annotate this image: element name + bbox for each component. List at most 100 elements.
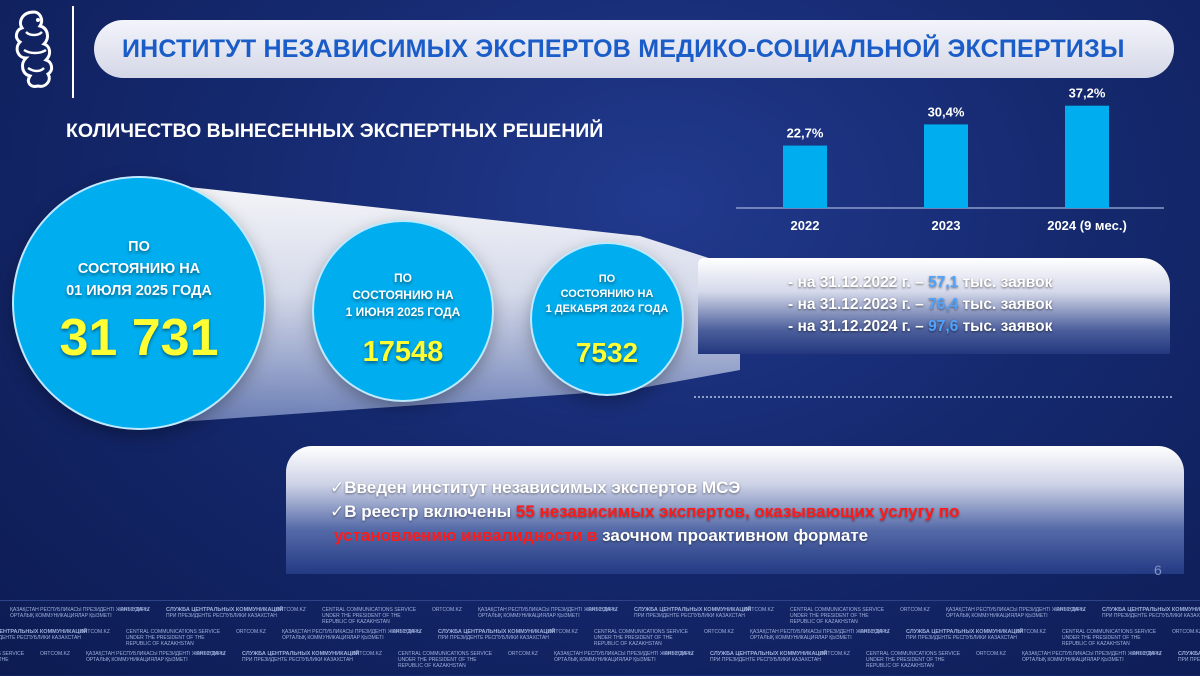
checklist-highlight: установлению инвалидности в (334, 526, 598, 545)
circle-value: 31 731 (59, 309, 219, 367)
circle-label: ПО СОСТОЯНИЮ НА 1 ДЕКАБРЯ 2024 ГОДА (534, 272, 680, 317)
footer-watermark-text: ORTCOM.KZ (588, 607, 618, 613)
footer-watermark-text: ORTCOM.KZ (276, 607, 306, 613)
footer-watermark-text: ORTCOM.KZ (80, 629, 110, 635)
emblem-logo (14, 10, 54, 88)
footer-watermark-text: ORTCOM.KZ (1132, 651, 1162, 657)
circle-label-line: СОСТОЯНИЮ НА (77, 261, 201, 277)
circle-label-line: 1 ИЮНЯ 2025 ГОДА (345, 305, 461, 319)
bar-data-label: 37,2% (1069, 86, 1106, 101)
key-points-box (286, 446, 1184, 574)
bar-2024 (9 мес.) (1065, 105, 1109, 208)
stats-suffix: тыс. заявок (958, 318, 1053, 335)
footer-watermark-text: ORTCOM.KZ (704, 629, 734, 635)
stats-value: 76,4 (928, 296, 959, 313)
footer-watermark-text: ORTCOM.KZ (196, 651, 226, 657)
circle-label-line: СОСТОЯНИЮ НА (560, 288, 654, 300)
stats-prefix: - на 31.12.2024 г. – (788, 318, 929, 335)
footer-watermark-text: ҚАЗАҚСТАН РЕСПУБЛИКАСЫ ПРЕЗИДЕНТІ ЖАНЫНД… (554, 651, 694, 663)
circle-value: 7532 (575, 337, 639, 368)
footer-watermark-text: ORTCOM.KZ (664, 651, 694, 657)
footer-watermark-text: ORTCOM.KZ (508, 651, 538, 657)
bar-chart: 22,7% 2022 30,4% 2023 37,2% 2024 (9 мес.) (736, 86, 1164, 233)
footer-watermark-text: ORTCOM.KZ (900, 607, 930, 613)
footer-watermark-text: ҚАЗАҚСТАН РЕСПУБЛИКАСЫ ПРЕЗИДЕНТІ ЖАНЫНД… (282, 629, 422, 641)
circle-june-2025: ПО СОСТОЯНИЮ НА 1 ИЮНЯ 2025 ГОДА 17548 (314, 222, 492, 400)
circle-label-line: ПО (394, 271, 412, 285)
checklist-highlight: независимых экспертов, оказывающих услуг… (534, 502, 960, 521)
bar-data-label: 22,7% (787, 126, 824, 141)
stats-prefix: - на 31.12.2023 г. – (788, 296, 929, 313)
title-bar: ИНСТИТУТ НЕЗАВИСИМЫХ ЭКСПЕРТОВ МЕДИКО-СО… (94, 20, 1174, 78)
stats-value: 97,6 (928, 318, 959, 335)
applications-stats-box (698, 258, 1170, 354)
bar-2022 (783, 145, 827, 208)
checklist-item: ✓В реестр включены 55 независимых экспер… (330, 502, 960, 522)
circle-december-2024: ПО СОСТОЯНИЮ НА 1 ДЕКАБРЯ 2024 ГОДА 7532 (532, 244, 682, 394)
footer-watermark-text: ҚАЗАҚСТАН РЕСПУБЛИКАСЫ ПРЕЗИДЕНТІ ЖАНЫНД… (750, 629, 890, 641)
footer-watermark-text: ORTCOM.KZ (236, 629, 266, 635)
circle-label-line: СОСТОЯНИЮ НА (352, 288, 454, 302)
circle-label-line: ПО (598, 273, 616, 285)
checklist-item: ✓Введен институт независимых экспертов М… (330, 478, 740, 498)
checklist-text: заочном проактивном формате (597, 526, 869, 545)
footer-watermark-text: ORTCOM.KZ (432, 607, 462, 613)
stats-prefix: - на 31.12.2022 г. – (788, 274, 929, 291)
footer-watermark-text: ORTCOM.KZ (1016, 629, 1046, 635)
footer-watermark-text: ORTCOM.KZ (1172, 629, 1200, 635)
footer-watermark-text: ҚАЗАҚСТАН РЕСПУБЛИКАСЫ ПРЕЗИДЕНТІ ЖАНЫНД… (1022, 651, 1162, 663)
checklist-text: Введен институт независимых экспертов МС… (344, 478, 741, 497)
check-icon: ✓ (330, 502, 345, 521)
footer-watermark-text: ҚАЗАҚСТАН РЕСПУБЛИКАСЫ ПРЕЗИДЕНТІ ЖАНЫНД… (10, 607, 150, 619)
stats-line: - на 31.12.2023 г. – 76,4 тыс. заявок (788, 296, 1052, 314)
bar-2023 (924, 124, 968, 208)
circle-label: ПО СОСТОЯНИЮ НА 1 ИЮНЯ 2025 ГОДА (320, 270, 486, 321)
circle-label-line: 01 ИЮЛЯ 2025 ГОДА (66, 283, 212, 299)
section-subtitle: КОЛИЧЕСТВО ВЫНЕСЕННЫХ ЭКСПЕРТНЫХ РЕШЕНИЙ (66, 120, 604, 142)
footer-watermark-text: ORTCOM.KZ (744, 607, 774, 613)
footer-watermark-text: ORTCOM.KZ (352, 651, 382, 657)
circle-july-2025: ПО СОСТОЯНИЮ НА 01 ИЮЛЯ 2025 ГОДА 31 731 (14, 178, 264, 428)
footer-watermark-text: ORTCOM.KZ (120, 607, 150, 613)
stats-line: - на 31.12.2024 г. – 97,6 тыс. заявок (788, 318, 1052, 336)
check-icon: ✓ (330, 478, 345, 497)
x-tick-label: 2023 (932, 218, 961, 233)
footer-watermark-text: ORTCOM.KZ (548, 629, 578, 635)
circle-label-line: ПО (128, 239, 150, 255)
page-title: ИНСТИТУТ НЕЗАВИСИМЫХ ЭКСПЕРТОВ МЕДИКО-СО… (122, 34, 1125, 63)
circle-value: 17548 (362, 336, 444, 368)
x-tick-label: 2022 (791, 218, 820, 233)
footer-watermark: ҚАЗАҚСТАН РЕСПУБЛИКАСЫ ПРЕЗИДЕНТІ ЖАНЫНД… (0, 600, 1200, 676)
page-number: 6 (1154, 562, 1162, 578)
circle-label: ПО СОСТОЯНИЮ НА 01 ИЮЛЯ 2025 ГОДА (24, 236, 254, 302)
checklist-text: В реестр включены (344, 502, 516, 521)
circle-label-line: 1 ДЕКАБРЯ 2024 ГОДА (545, 303, 669, 315)
bar-data-label: 30,4% (928, 104, 965, 119)
experts-count: 55 (515, 502, 535, 521)
stats-line: - на 31.12.2022 г. – 57,1 тыс. заявок (788, 274, 1052, 292)
header-divider (72, 6, 74, 98)
footer-watermark-text: ҚАЗАҚСТАН РЕСПУБЛИКАСЫ ПРЕЗИДЕНТІ ЖАНЫНД… (946, 607, 1086, 619)
stats-value: 57,1 (928, 274, 959, 291)
footer-watermark-text: ORTCOM.KZ (820, 651, 850, 657)
footer-watermark-text: ORTCOM.KZ (976, 651, 1006, 657)
x-tick-label: 2024 (9 мес.) (1047, 218, 1127, 233)
footer-watermark-text: ORTCOM.KZ (860, 629, 890, 635)
footer-watermark-text: ҚАЗАҚСТАН РЕСПУБЛИКАСЫ ПРЕЗИДЕНТІ ЖАНЫНД… (86, 651, 226, 663)
footer-watermark-text: ORTCOM.KZ (40, 651, 70, 657)
footer-watermark-text: ҚАЗАҚСТАН РЕСПУБЛИКАСЫ ПРЕЗИДЕНТІ ЖАНЫНД… (478, 607, 618, 619)
stats-suffix: тыс. заявок (958, 274, 1053, 291)
